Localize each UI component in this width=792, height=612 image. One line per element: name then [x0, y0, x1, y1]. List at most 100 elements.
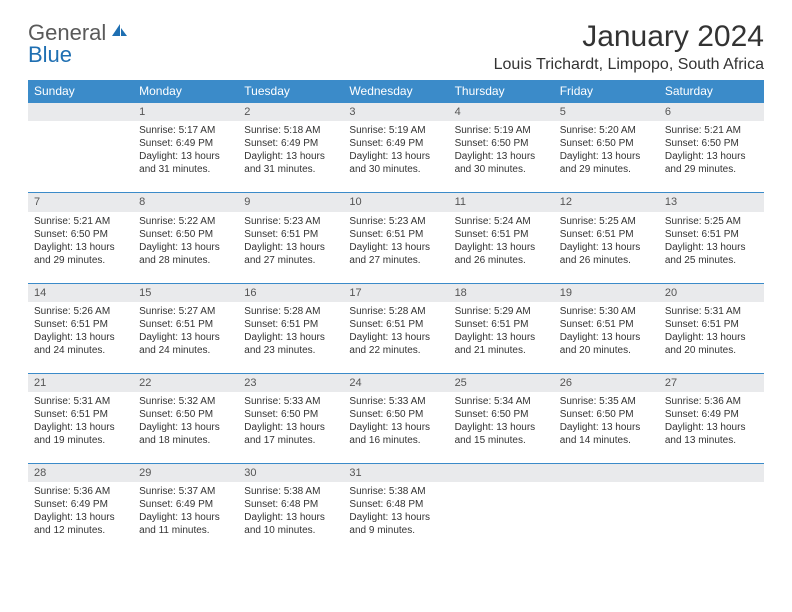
daylight-text-2: and 20 minutes.: [560, 344, 653, 357]
daylight-text: Daylight: 13 hours: [665, 241, 758, 254]
daylight-text: Daylight: 13 hours: [665, 421, 758, 434]
sunset-text: Sunset: 6:49 PM: [139, 498, 232, 511]
daylight-text: Daylight: 13 hours: [560, 331, 653, 344]
day-cell: Sunrise: 5:36 AMSunset: 6:49 PMDaylight:…: [659, 392, 764, 464]
day-cell: Sunrise: 5:19 AMSunset: 6:49 PMDaylight:…: [343, 121, 448, 193]
day-number: 6: [659, 103, 764, 122]
sunrise-text: Sunrise: 5:28 AM: [349, 305, 442, 318]
day-number: 21: [28, 373, 133, 392]
day-cell: Sunrise: 5:25 AMSunset: 6:51 PMDaylight:…: [554, 212, 659, 284]
day-cell: Sunrise: 5:26 AMSunset: 6:51 PMDaylight:…: [28, 302, 133, 374]
month-title: January 2024: [494, 20, 764, 54]
daylight-text-2: and 22 minutes.: [349, 344, 442, 357]
content-row: Sunrise: 5:31 AMSunset: 6:51 PMDaylight:…: [28, 392, 764, 464]
sunset-text: Sunset: 6:48 PM: [349, 498, 442, 511]
day-number: 15: [133, 283, 238, 302]
daynum-row: 14151617181920: [28, 283, 764, 302]
sunrise-text: Sunrise: 5:32 AM: [139, 395, 232, 408]
day-number: 31: [343, 464, 448, 483]
daylight-text-2: and 10 minutes.: [244, 524, 337, 537]
day-cell: Sunrise: 5:18 AMSunset: 6:49 PMDaylight:…: [238, 121, 343, 193]
daylight-text: Daylight: 13 hours: [244, 421, 337, 434]
daylight-text: Daylight: 13 hours: [665, 150, 758, 163]
day-number: 17: [343, 283, 448, 302]
header: General January 2024 Louis Trichardt, Li…: [28, 20, 764, 74]
content-row: Sunrise: 5:26 AMSunset: 6:51 PMDaylight:…: [28, 302, 764, 374]
day-cell: Sunrise: 5:35 AMSunset: 6:50 PMDaylight:…: [554, 392, 659, 464]
sunrise-text: Sunrise: 5:24 AM: [455, 215, 548, 228]
daylight-text-2: and 24 minutes.: [139, 344, 232, 357]
day-cell: Sunrise: 5:23 AMSunset: 6:51 PMDaylight:…: [238, 212, 343, 284]
daylight-text: Daylight: 13 hours: [244, 150, 337, 163]
sunset-text: Sunset: 6:51 PM: [349, 318, 442, 331]
sunrise-text: Sunrise: 5:33 AM: [244, 395, 337, 408]
daylight-text: Daylight: 13 hours: [139, 421, 232, 434]
sunset-text: Sunset: 6:51 PM: [560, 318, 653, 331]
daylight-text: Daylight: 13 hours: [139, 241, 232, 254]
sunset-text: Sunset: 6:50 PM: [560, 137, 653, 150]
daylight-text-2: and 28 minutes.: [139, 254, 232, 267]
daylight-text: Daylight: 13 hours: [560, 421, 653, 434]
daynum-row: 28293031: [28, 464, 764, 483]
weekday-header: Thursday: [449, 80, 554, 103]
title-block: January 2024 Louis Trichardt, Limpopo, S…: [494, 20, 764, 74]
sunrise-text: Sunrise: 5:31 AM: [665, 305, 758, 318]
sunrise-text: Sunrise: 5:36 AM: [34, 485, 127, 498]
daylight-text: Daylight: 13 hours: [34, 421, 127, 434]
sunrise-text: Sunrise: 5:25 AM: [560, 215, 653, 228]
day-cell: Sunrise: 5:38 AMSunset: 6:48 PMDaylight:…: [238, 482, 343, 553]
daynum-row: 21222324252627: [28, 373, 764, 392]
sunset-text: Sunset: 6:51 PM: [139, 318, 232, 331]
daylight-text: Daylight: 13 hours: [139, 150, 232, 163]
content-row: Sunrise: 5:36 AM Sunset: 6:49 PMDaylight:…: [28, 482, 764, 553]
daylight-text-2: and 19 minutes.: [34, 434, 127, 447]
sunset-text: Sunset: 6:51 PM: [244, 228, 337, 241]
day-cell: Sunrise: 5:27 AMSunset: 6:51 PMDaylight:…: [133, 302, 238, 374]
sunset-text: Sunset: 6:49 PM: [349, 137, 442, 150]
sunrise-text: Sunrise: 5:17 AM: [139, 124, 232, 137]
sunset-text: Sunset: 6:51 PM: [665, 228, 758, 241]
day-cell: Sunrise: 5:31 AMSunset: 6:51 PMDaylight:…: [659, 302, 764, 374]
sunset-text: Sunset: 6:48 PM: [244, 498, 337, 511]
day-cell: [554, 482, 659, 553]
day-number: 30: [238, 464, 343, 483]
day-number: 1: [133, 103, 238, 122]
day-number: 22: [133, 373, 238, 392]
daylight-text-2: and 21 minutes.: [455, 344, 548, 357]
sunrise-text: Sunrise: 5:20 AM: [560, 124, 653, 137]
daylight-text: Daylight: 13 hours: [665, 331, 758, 344]
sunrise-text: Sunrise: 5:27 AM: [139, 305, 232, 318]
sunset-text: Sunset: 6:50 PM: [139, 228, 232, 241]
day-number: 20: [659, 283, 764, 302]
daylight-text: Daylight: 13 hours: [455, 150, 548, 163]
day-number: 19: [554, 283, 659, 302]
daylight-text-2: and 29 minutes.: [665, 163, 758, 176]
daylight-text: Daylight: 13 hours: [139, 511, 232, 524]
sunrise-text: Sunrise: 5:21 AM: [665, 124, 758, 137]
daylight-text-2: and 12 minutes.: [34, 524, 127, 537]
day-cell: Sunrise: 5:19 AMSunset: 6:50 PMDaylight:…: [449, 121, 554, 193]
daylight-text: Daylight: 13 hours: [349, 421, 442, 434]
sunrise-text: Sunrise: 5:18 AM: [244, 124, 337, 137]
sunrise-text: Sunrise: 5:37 AM: [139, 485, 232, 498]
sunset-text: Sunset: 6:49 PM: [665, 408, 758, 421]
daylight-text-2: and 30 minutes.: [349, 163, 442, 176]
daylight-text-2: and 31 minutes.: [139, 163, 232, 176]
daylight-text-2: and 27 minutes.: [244, 254, 337, 267]
daylight-text-2: and 16 minutes.: [349, 434, 442, 447]
day-number: 26: [554, 373, 659, 392]
day-cell: [449, 482, 554, 553]
day-number: 29: [133, 464, 238, 483]
day-cell: Sunrise: 5:17 AMSunset: 6:49 PMDaylight:…: [133, 121, 238, 193]
day-number: 3: [343, 103, 448, 122]
sunset-text: Sunset: 6:51 PM: [34, 408, 127, 421]
weekday-header: Sunday: [28, 80, 133, 103]
daylight-text-2: and 23 minutes.: [244, 344, 337, 357]
sunrise-text: Sunrise: 5:35 AM: [560, 395, 653, 408]
daylight-text: Daylight: 13 hours: [244, 241, 337, 254]
sunset-text: Sunset: 6:51 PM: [349, 228, 442, 241]
sunrise-text: Sunrise: 5:38 AM: [349, 485, 442, 498]
sunrise-text: Sunrise: 5:28 AM: [244, 305, 337, 318]
daylight-text-2: and 17 minutes.: [244, 434, 337, 447]
sunset-text: Sunset: 6:51 PM: [34, 318, 127, 331]
